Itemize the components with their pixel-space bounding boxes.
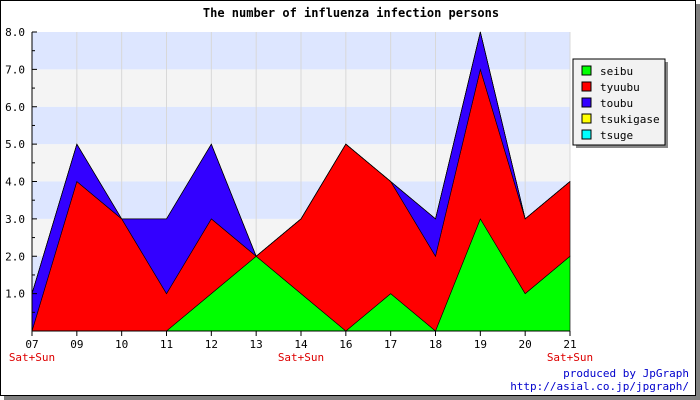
y-tick-label: 5.0 bbox=[5, 138, 25, 151]
y-tick-label: 3.0 bbox=[5, 213, 25, 226]
legend-label-tsuge: tsuge bbox=[600, 129, 633, 142]
weekend-label: Sat+Sun bbox=[547, 351, 593, 364]
weekend-label: Sat+Sun bbox=[9, 351, 55, 364]
x-tick-label: 14 bbox=[294, 338, 308, 351]
x-tick-label: 18 bbox=[429, 338, 442, 351]
legend-label-seibu: seibu bbox=[600, 65, 633, 78]
footer-url[interactable]: http://asial.co.jp/jpgraph/ bbox=[510, 380, 689, 393]
y-tick-label: 6.0 bbox=[5, 101, 25, 114]
x-tick-label: 16 bbox=[339, 338, 352, 351]
x-tick-label: 17 bbox=[384, 338, 397, 351]
legend-label-tyuubu: tyuubu bbox=[600, 81, 640, 94]
x-tick-label: 11 bbox=[160, 338, 173, 351]
legend-swatch-tsukigase bbox=[581, 113, 592, 124]
legend-label-toubu: toubu bbox=[600, 97, 633, 110]
chart-title: The number of influenza infection person… bbox=[203, 6, 499, 20]
series-area-tsuge bbox=[31, 31, 571, 294]
legend-label-tsukigase: tsukigase bbox=[600, 113, 660, 126]
weekend-label: Sat+Sun bbox=[278, 351, 324, 364]
x-tick-label: 10 bbox=[115, 338, 128, 351]
legend-swatch-tyuubu bbox=[581, 81, 592, 92]
x-tick-label: 09 bbox=[70, 338, 83, 351]
x-tick-label: 20 bbox=[519, 338, 532, 351]
y-tick-label: 8.0 bbox=[5, 26, 25, 39]
legend-swatch-toubu bbox=[581, 97, 592, 108]
x-tick-label: 19 bbox=[474, 338, 487, 351]
area-chart: The number of influenza infection person… bbox=[5, 6, 689, 393]
x-tick-label: 13 bbox=[250, 338, 263, 351]
y-tick-label: 2.0 bbox=[5, 250, 25, 263]
legend-swatch-tsuge bbox=[581, 129, 592, 140]
x-tick-label: 21 bbox=[563, 338, 576, 351]
x-tick-label: 12 bbox=[205, 338, 218, 351]
footer-produced-by: produced by JpGraph bbox=[563, 367, 689, 380]
x-tick-label: 07 bbox=[25, 338, 38, 351]
y-tick-label: 1.0 bbox=[5, 288, 25, 301]
legend-swatch-seibu bbox=[581, 65, 592, 76]
y-tick-label: 4.0 bbox=[5, 176, 25, 189]
y-tick-label: 7.0 bbox=[5, 63, 25, 76]
